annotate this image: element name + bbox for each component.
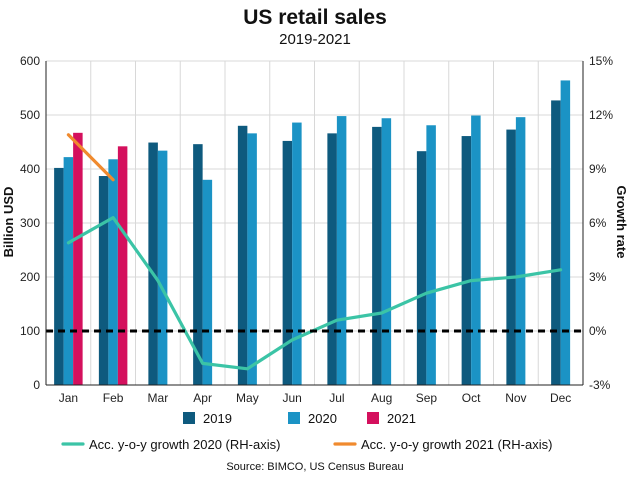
bar-2020-Sep: [426, 125, 436, 385]
axes: [45, 61, 584, 386]
bar-2020-Nov: [515, 117, 526, 385]
y-tick-label: 300: [20, 216, 40, 230]
y-tick-label: 200: [20, 270, 40, 284]
bar-2020-Oct: [471, 115, 481, 385]
y2-tick-label: 0%: [589, 324, 607, 338]
bar-2019-Oct: [461, 136, 472, 385]
x-tick-label: Mar: [148, 391, 169, 405]
bar-2021-Feb: [117, 146, 128, 385]
y2-tick-label: 9%: [589, 162, 607, 176]
x-tick-label: Nov: [505, 391, 526, 405]
bar-2019-Jan: [54, 167, 64, 385]
x-tick-label: Aug: [371, 391, 392, 405]
bar-2020-Jan: [63, 157, 74, 385]
source-note: Source: BIMCO, US Census Bureau: [226, 461, 403, 473]
bar-2020-Feb: [108, 159, 118, 385]
bar-2019-Jul: [327, 133, 337, 385]
bar-2019-Feb: [98, 176, 109, 385]
bar-2019-May: [237, 125, 248, 386]
x-axis-ticks: Jan Feb Mar Apr May Jun Jul Aug Sep Oct Nov Dec: [59, 391, 572, 405]
bar-2020-May: [247, 133, 257, 385]
legend-swatch-2020: [288, 412, 300, 424]
bar-2019-Nov: [506, 129, 516, 385]
x-tick-label: Jan: [59, 391, 78, 405]
x-tick-label: Feb: [103, 391, 124, 405]
legend-label-2019: 2019: [203, 411, 232, 426]
y2-tick-label: -3%: [589, 378, 611, 392]
bar-2020-Jul: [336, 116, 347, 385]
y2-tick-label: 3%: [589, 270, 607, 284]
right-axis-ticks: -3% 0% 3% 6% 9% 12% 15%: [589, 54, 613, 392]
y-tick-label: 0: [33, 378, 40, 392]
x-tick-label: May: [236, 391, 259, 405]
y2-tick-label: 15%: [589, 54, 613, 68]
x-tick-label: Oct: [462, 391, 481, 405]
legend-swatch-2021: [367, 412, 379, 424]
x-tick-label: Jun: [282, 391, 301, 405]
bar-2021-Jan: [73, 132, 83, 385]
y2-tick-label: 6%: [589, 216, 607, 230]
x-tick-label: Sep: [416, 391, 438, 405]
y-tick-label: 500: [20, 108, 40, 122]
bar-2020-Apr: [202, 179, 213, 385]
bar-2020-Aug: [381, 118, 392, 386]
x-tick-label: Apr: [193, 391, 212, 405]
x-tick-label: Jul: [329, 391, 344, 405]
left-axis-ticks: 0 100 200 300 400 500 600: [20, 54, 40, 392]
bar-2020-Mar: [157, 150, 168, 385]
bar-2019-Apr: [193, 144, 203, 385]
bar-2019-Aug: [372, 126, 382, 385]
legend-label-2020: 2020: [308, 411, 337, 426]
y-tick-label: 100: [20, 324, 40, 338]
bar-2019-Mar: [148, 142, 158, 385]
bar-2019-Sep: [416, 151, 427, 385]
y2-tick-label: 12%: [589, 108, 613, 122]
legend-label-Acc. y-o-y growth 2020 (RH-axis): Acc. y-o-y growth 2020 (RH-axis): [89, 437, 280, 452]
y-tick-label: 600: [20, 54, 40, 68]
bar-2019-Dec: [551, 100, 561, 386]
legend-label-Acc. y-o-y growth 2021 (RH-axis): Acc. y-o-y growth 2021 (RH-axis): [361, 437, 552, 452]
y-axis-label: Billion USD: [1, 187, 16, 258]
bar-2020-Jun: [292, 122, 302, 385]
chart-subtitle: 2019-2021: [279, 31, 351, 48]
bar-2020-Dec: [560, 80, 571, 385]
bar-marks: [54, 80, 571, 386]
legend-swatch-2019: [183, 412, 195, 424]
chart-title: US retail sales: [243, 6, 387, 29]
legend-label-2021: 2021: [387, 411, 416, 426]
legend: 2019 2020 2021 Acc. y-o-y growth 2020 (RH-a…: [61, 411, 552, 452]
bar-2019-Jun: [282, 140, 293, 385]
x-tick-label: Dec: [550, 391, 571, 405]
y-tick-label: 400: [20, 162, 40, 176]
line-Acc. y-o-y growth 2021 (RH-axis): [66, 133, 115, 182]
y2-axis-label: Growth rate: [614, 186, 629, 259]
